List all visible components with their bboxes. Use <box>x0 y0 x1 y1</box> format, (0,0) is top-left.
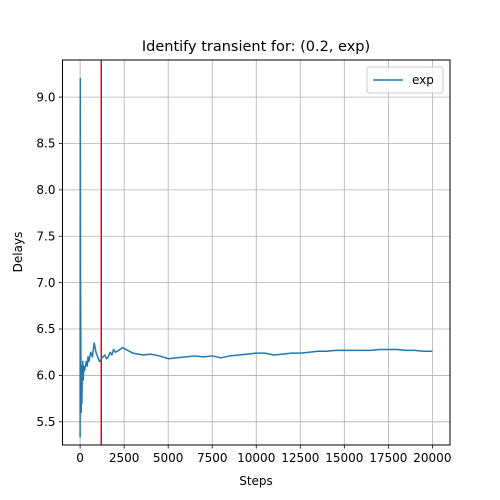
y-tick-label: 9.0 <box>36 90 55 104</box>
y-tick-label: 8.5 <box>36 137 55 151</box>
y-tick-label: 5.5 <box>36 415 55 429</box>
x-tick-label: 10000 <box>237 451 275 465</box>
y-tick-label: 8.0 <box>36 183 55 197</box>
legend-label-exp: exp <box>412 73 434 87</box>
legend: exp <box>366 66 444 94</box>
x-axis-ticks: 0 2500 5000 7500 10000 12500 15000 17500 20000 <box>76 445 451 465</box>
x-tick-label: 15000 <box>325 451 363 465</box>
x-tick-label: 0 <box>76 451 84 465</box>
y-tick-label: 7.0 <box>36 276 55 290</box>
y-axis-ticks: 5.5 6.0 6.5 7.0 7.5 8.0 8.5 9.0 <box>36 90 63 429</box>
grid-lines <box>62 60 450 445</box>
x-axis-label: Steps <box>239 474 273 488</box>
y-tick-label: 7.5 <box>36 229 55 243</box>
x-tick-label: 5000 <box>153 451 184 465</box>
y-axis-label: Delays <box>11 232 25 273</box>
y-tick-label: 6.0 <box>36 369 55 383</box>
x-tick-label: 7500 <box>197 451 228 465</box>
series-layer <box>79 77 433 438</box>
chart-title: Identify transient for: (0.2, exp) <box>142 39 370 55</box>
x-tick-label: 17500 <box>369 451 407 465</box>
x-tick-label: 12500 <box>281 451 319 465</box>
legend-box <box>366 66 444 94</box>
x-tick-label: 2500 <box>109 451 140 465</box>
x-tick-label: 20000 <box>413 451 451 465</box>
y-tick-label: 6.5 <box>36 322 55 336</box>
series-line-exp <box>79 77 433 438</box>
